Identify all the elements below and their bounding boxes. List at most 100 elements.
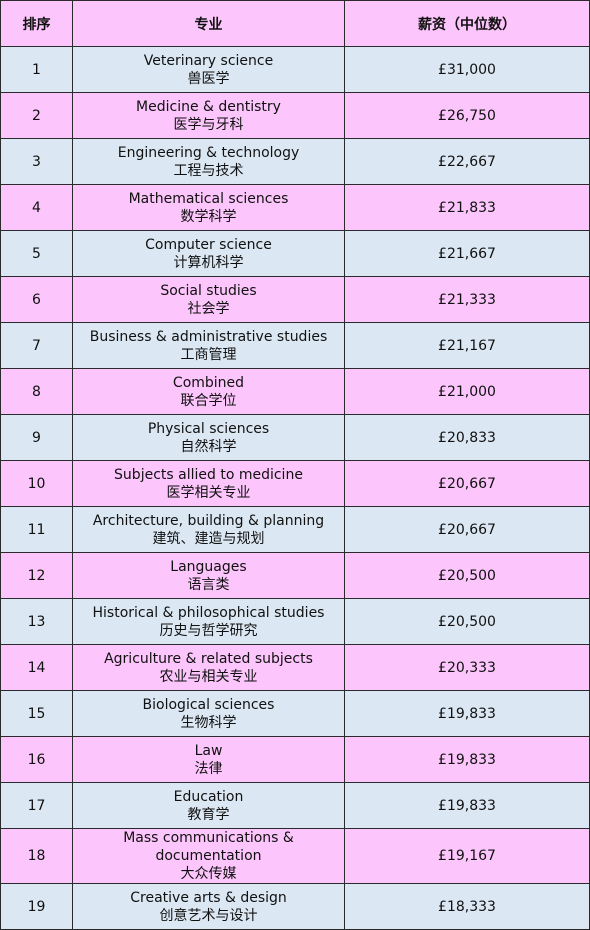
major-en: Business & administrative studies (89, 328, 328, 345)
major-zh: 工商管理 (180, 346, 237, 363)
table-row: 6 Social studies 社会学 £21,333 (0, 276, 590, 323)
salary-cell: £19,833 (344, 736, 590, 783)
table-row: 7 Business & administrative studies 工商管理 … (0, 322, 590, 369)
major-zh: 医学相关专业 (166, 484, 251, 501)
major-cell: Social studies 社会学 (72, 276, 345, 323)
major-zh: 生物科学 (180, 714, 237, 731)
rank-cell: 17 (0, 782, 73, 829)
salary-cell: £20,667 (344, 506, 590, 553)
table-row: 8 Combined 联合学位 £21,000 (0, 368, 590, 415)
major-en: Physical sciences (147, 420, 270, 437)
major-cell: Creative arts & design 创意艺术与设计 (72, 883, 345, 930)
rank-cell: 4 (0, 184, 73, 231)
major-zh: 计算机科学 (173, 254, 244, 271)
major-zh: 工程与技术 (173, 162, 244, 179)
salary-cell: £31,000 (344, 46, 590, 93)
major-en: Historical & philosophical studies (92, 604, 325, 621)
salary-cell: £21,667 (344, 230, 590, 277)
major-en: Architecture, building & planning (92, 512, 325, 529)
major-cell: Medicine & dentistry 医学与牙科 (72, 92, 345, 139)
rank-cell: 15 (0, 690, 73, 737)
salary-cell: £20,833 (344, 414, 590, 461)
major-zh: 医学与牙科 (173, 116, 244, 133)
major-zh: 法律 (194, 760, 223, 777)
rank-cell: 12 (0, 552, 73, 599)
table-row: 12 Languages 语言类 £20,500 (0, 552, 590, 599)
major-zh: 教育学 (187, 806, 230, 823)
table-row: 9 Physical sciences 自然科学 £20,833 (0, 414, 590, 461)
rank-cell: 16 (0, 736, 73, 783)
major-cell: Agriculture & related subjects 农业与相关专业 (72, 644, 345, 691)
salary-cell: £21,167 (344, 322, 590, 369)
major-cell: Historical & philosophical studies 历史与哲学研… (72, 598, 345, 645)
major-cell: Languages 语言类 (72, 552, 345, 599)
rank-cell: 8 (0, 368, 73, 415)
table-row: 18 Mass communications & documentation 大众… (0, 828, 590, 884)
rank-cell: 18 (0, 828, 73, 884)
major-en: Computer science (145, 236, 272, 253)
major-zh: 自然科学 (180, 438, 237, 455)
major-en: Mass communications & documentation (123, 830, 294, 864)
rank-cell: 6 (0, 276, 73, 323)
major-en: Agriculture & related subjects (104, 650, 313, 667)
table-row: 10 Subjects allied to medicine 医学相关专业 £20… (0, 460, 590, 507)
table-row: 2 Medicine & dentistry 医学与牙科 £26,750 (0, 92, 590, 139)
table-row: 13 Historical & philosophical studies 历史与… (0, 598, 590, 645)
table-row: 19 Creative arts & design 创意艺术与设计 £18,333 (0, 883, 590, 930)
major-cell: Physical sciences 自然科学 (72, 414, 345, 461)
salary-cell: £21,333 (344, 276, 590, 323)
table-row: 16 Law 法律 £19,833 (0, 736, 590, 783)
major-cell: Mathematical sciences 数学科学 (72, 184, 345, 231)
rank-cell: 1 (0, 46, 73, 93)
table-row: 1 Veterinary science 兽医学 £31,000 (0, 46, 590, 93)
major-zh: 兽医学 (187, 70, 230, 87)
rank-cell: 9 (0, 414, 73, 461)
major-en: Biological sciences (142, 696, 275, 713)
major-cell: Combined 联合学位 (72, 368, 345, 415)
major-en: Law (194, 742, 223, 759)
salary-cell: £20,500 (344, 552, 590, 599)
salary-cell: £20,500 (344, 598, 590, 645)
major-cell: Subjects allied to medicine 医学相关专业 (72, 460, 345, 507)
salary-cell: £21,833 (344, 184, 590, 231)
salary-cell: £19,833 (344, 690, 590, 737)
major-en: Medicine & dentistry (136, 98, 281, 115)
major-en: Mathematical sciences (128, 190, 289, 207)
major-zh: 农业与相关专业 (159, 668, 258, 685)
salary-cell: £20,667 (344, 460, 590, 507)
major-en: Creative arts & design (130, 889, 287, 906)
table-row: 14 Agriculture & related subjects 农业与相关专业… (0, 644, 590, 691)
salary-cell: £22,667 (344, 138, 590, 185)
major-zh: 历史与哲学研究 (159, 622, 258, 639)
major-cell: Biological sciences 生物科学 (72, 690, 345, 737)
major-cell: Engineering & technology 工程与技术 (72, 138, 345, 185)
table-row: 3 Engineering & technology 工程与技术 £22,667 (0, 138, 590, 185)
table-row: 11 Architecture, building & planning 建筑、建… (0, 506, 590, 553)
major-zh: 语言类 (187, 576, 230, 593)
table-row: 5 Computer science 计算机科学 £21,667 (0, 230, 590, 277)
rank-cell: 3 (0, 138, 73, 185)
salary-cell: £18,333 (344, 883, 590, 930)
header-major: 专业 (72, 0, 345, 47)
major-en: Languages (170, 558, 247, 575)
table-header: 排序 专业 薪资（中位数） (0, 0, 590, 47)
major-en: Subjects allied to medicine (114, 466, 303, 483)
salary-cell: £26,750 (344, 92, 590, 139)
rank-cell: 10 (0, 460, 73, 507)
rank-cell: 5 (0, 230, 73, 277)
rank-cell: 13 (0, 598, 73, 645)
rank-cell: 2 (0, 92, 73, 139)
rank-cell: 14 (0, 644, 73, 691)
salary-cell: £19,167 (344, 828, 590, 884)
major-zh: 数学科学 (180, 208, 237, 225)
salary-cell: £19,833 (344, 782, 590, 829)
header-rank: 排序 (0, 0, 73, 47)
header-salary: 薪资（中位数） (344, 0, 590, 47)
major-cell: Education 教育学 (72, 782, 345, 829)
header-row: 排序 专业 薪资（中位数） (0, 0, 590, 47)
salary-cell: £20,333 (344, 644, 590, 691)
major-zh: 建筑、建造与规划 (152, 530, 265, 547)
salary-cell: £21,000 (344, 368, 590, 415)
rank-cell: 7 (0, 322, 73, 369)
